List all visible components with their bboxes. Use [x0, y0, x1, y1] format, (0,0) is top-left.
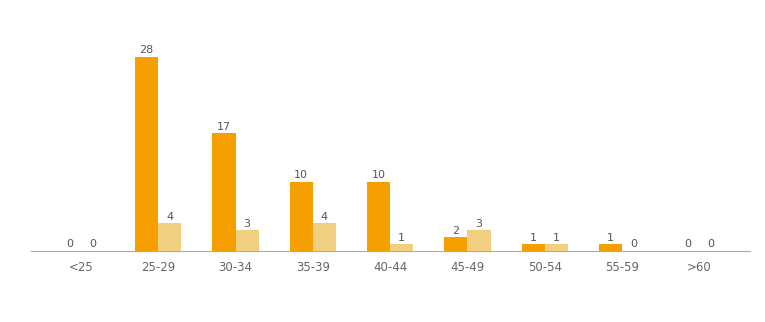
- Text: 0: 0: [66, 240, 73, 250]
- Text: 17: 17: [216, 122, 231, 132]
- Text: 1: 1: [529, 232, 537, 242]
- Bar: [367, 182, 390, 251]
- Bar: [158, 223, 181, 251]
- Text: 1: 1: [607, 232, 614, 242]
- Text: 0: 0: [630, 240, 637, 250]
- Text: 10: 10: [372, 170, 386, 180]
- Text: 0: 0: [685, 240, 692, 250]
- Text: 2: 2: [452, 226, 460, 236]
- Bar: [599, 244, 622, 251]
- Text: 4: 4: [166, 212, 174, 222]
- Legend: Hires from market, Exits: Hires from market, Exits: [37, 319, 225, 322]
- Text: 3: 3: [243, 219, 251, 229]
- Bar: [213, 133, 236, 251]
- Text: 1: 1: [399, 232, 405, 242]
- Bar: [313, 223, 336, 251]
- Bar: [135, 57, 158, 251]
- Text: 10: 10: [295, 170, 308, 180]
- Bar: [236, 230, 259, 251]
- Text: 4: 4: [321, 212, 328, 222]
- Bar: [467, 230, 490, 251]
- Text: 0: 0: [708, 240, 715, 250]
- Text: 1: 1: [553, 232, 560, 242]
- Bar: [290, 182, 313, 251]
- Bar: [522, 244, 545, 251]
- Bar: [444, 237, 467, 251]
- Text: 28: 28: [139, 45, 154, 55]
- Text: 3: 3: [476, 219, 483, 229]
- Text: 0: 0: [89, 240, 96, 250]
- Bar: [545, 244, 568, 251]
- Bar: [390, 244, 413, 251]
